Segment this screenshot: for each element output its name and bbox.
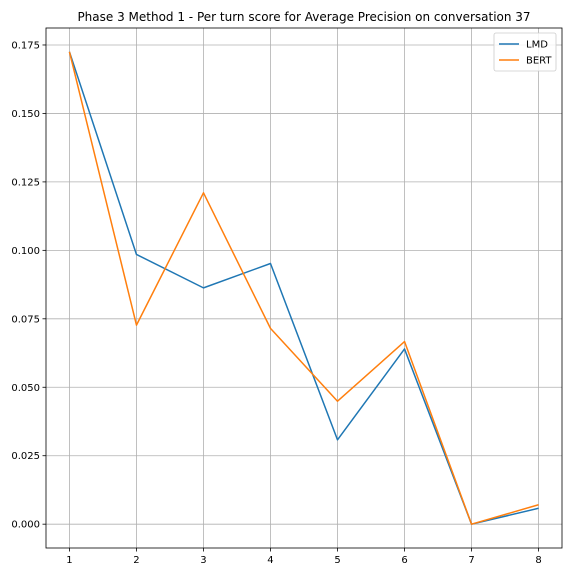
y-tick-label: 0.100 xyxy=(11,246,40,257)
x-tick-label: 7 xyxy=(468,555,474,566)
chart-title: Phase 3 Method 1 - Per turn score for Av… xyxy=(77,10,530,24)
legend-box xyxy=(493,32,557,72)
legend: LMD BERT xyxy=(493,32,557,72)
y-tick-label: 0.175 xyxy=(11,40,40,51)
y-tick-label: 0.150 xyxy=(11,109,40,120)
y-tick-label: 0.075 xyxy=(11,314,40,325)
y-tick-label: 0.025 xyxy=(11,451,40,462)
legend-label: LMD xyxy=(526,40,548,51)
legend-label: BERT xyxy=(526,56,552,67)
series-line-lmd xyxy=(68,51,539,525)
series-lines xyxy=(68,51,539,525)
x-tick-label: 6 xyxy=(401,555,407,566)
x-tick-label: 4 xyxy=(267,555,273,566)
y-tick-label: 0.125 xyxy=(11,177,40,188)
grid xyxy=(46,28,562,548)
x-tick-label: 2 xyxy=(133,555,139,566)
x-tick-label: 1 xyxy=(66,555,72,566)
plot-area-frame xyxy=(45,27,563,549)
x-tick-label: 3 xyxy=(200,555,206,566)
x-tick-label: 8 xyxy=(535,555,541,566)
y-tick-label: 0.050 xyxy=(11,383,40,394)
series-line-bert xyxy=(68,51,539,525)
x-tick-label: 5 xyxy=(334,555,340,566)
y-tick-label: 0.000 xyxy=(11,520,40,531)
axis-ticks: 1 2 3 4 5 6 7 8 0.000 0.025 0.050 0.075 0.100 0.125 0.… xyxy=(11,40,541,566)
